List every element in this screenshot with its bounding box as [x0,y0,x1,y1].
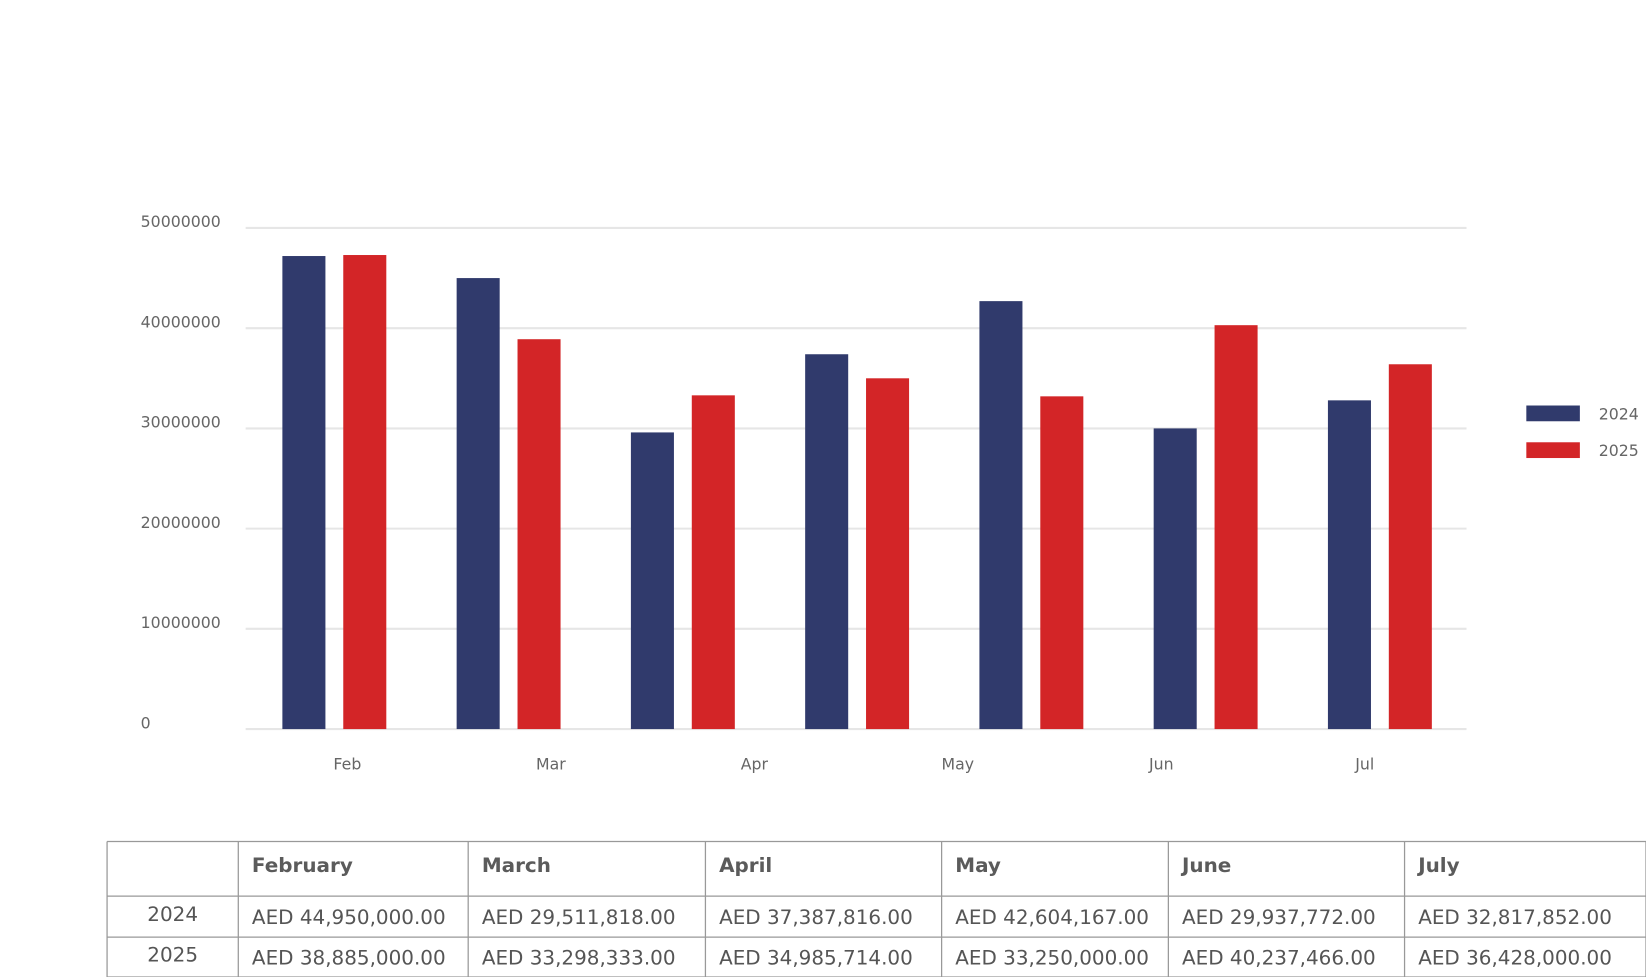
x-tick-label: Jul [1354,754,1374,773]
column-header: April [719,853,772,877]
table-cell: AED 33,250,000.00 [955,946,1149,970]
bar [1327,400,1371,730]
bar [1040,396,1084,730]
table-cell: AED 29,511,818.00 [482,905,676,929]
y-tick-label: 40000000 [141,312,221,331]
table-cell: AED 38,885,000.00 [252,946,446,970]
y-tick-label: 50000000 [141,212,221,231]
column-header: February [252,853,353,877]
table-cell: AED 44,950,000.00 [252,905,446,929]
table-cell: AED 32,817,852.00 [1418,905,1612,929]
bar [1214,325,1258,730]
table-cell: AED 40,237,466.00 [1182,946,1376,970]
bar [456,278,500,730]
column-header: May [955,853,1001,877]
legend-swatch [1526,442,1580,459]
legend-swatch [1526,405,1580,422]
x-tick-label: Mar [536,754,566,773]
row-label: 2025 [147,942,198,966]
bar [979,301,1023,730]
row-label: 2024 [147,902,198,926]
x-tick-label: Jun [1148,754,1174,773]
y-tick-label: 30000000 [141,413,221,432]
x-tick-label: May [942,754,975,773]
legend-label: 2025 [1599,441,1639,460]
column-header: July [1416,853,1459,877]
table-cell: AED 29,937,772.00 [1182,905,1376,929]
table-cell: AED 33,298,333.00 [482,946,676,970]
bar [517,339,561,730]
bar [1153,428,1197,730]
y-tick-label: 0 [141,713,151,732]
bar [630,432,674,730]
table-cell: AED 37,387,816.00 [719,905,913,929]
column-header: June [1180,853,1231,877]
x-tick-label: Apr [741,754,769,773]
y-tick-label: 10000000 [141,613,221,632]
table-cell: AED 34,985,714.00 [719,946,913,970]
bar [805,354,849,730]
bar [282,256,326,730]
column-header: March [482,853,551,877]
y-tick-label: 20000000 [141,513,221,532]
table-cell: AED 42,604,167.00 [955,905,1149,929]
bar [691,395,735,730]
legend-label: 2024 [1599,404,1639,423]
bar [1388,364,1432,730]
bar [343,255,387,730]
table-cell: AED 36,428,000.00 [1418,946,1612,970]
bar [866,378,910,730]
x-tick-label: Feb [333,754,361,773]
